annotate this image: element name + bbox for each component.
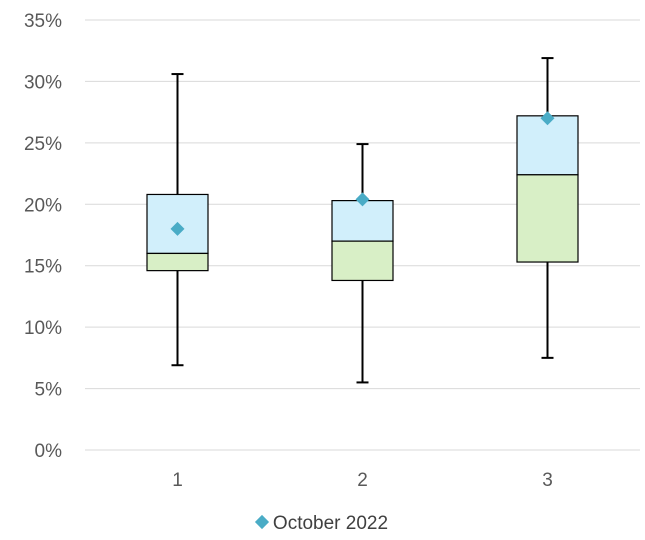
lower-box [146,252,209,272]
october-2022-marker [540,111,555,126]
october-2022-marker [355,192,370,207]
box-series [146,57,579,384]
y-tick-label: 0% [35,441,63,462]
legend-label: October 2022 [272,513,389,534]
legend-diamond-icon [254,514,269,530]
upper-box [331,200,394,242]
y-tick-label: 15% [24,257,62,278]
y-tick-label: 25% [24,134,62,155]
y-tick-label: 35% [24,11,62,32]
y-tick-label: 5% [35,380,63,401]
x-tick-label: 1 [172,470,183,491]
lower-box [516,174,579,263]
x-tick-label: 3 [542,470,553,491]
upper-box [516,115,579,176]
y-tick-label: 10% [24,318,62,339]
y-tick-label: 30% [24,72,62,93]
october-2022-series [170,111,555,236]
x-tick-label: 2 [357,470,368,491]
legend: October 2022 [0,513,645,535]
box-plot-chart: 0% 5% 10% 15% 20% 25% 30% 35% 1 2 3 [24,11,640,491]
y-tick-label: 20% [24,195,62,216]
lower-box [331,240,394,282]
y-axis-tick-labels: 0% 5% 10% 15% 20% 25% 30% 35% [24,11,62,462]
x-axis-tick-labels: 1 2 3 [172,470,553,491]
october-2022-marker [170,221,185,236]
